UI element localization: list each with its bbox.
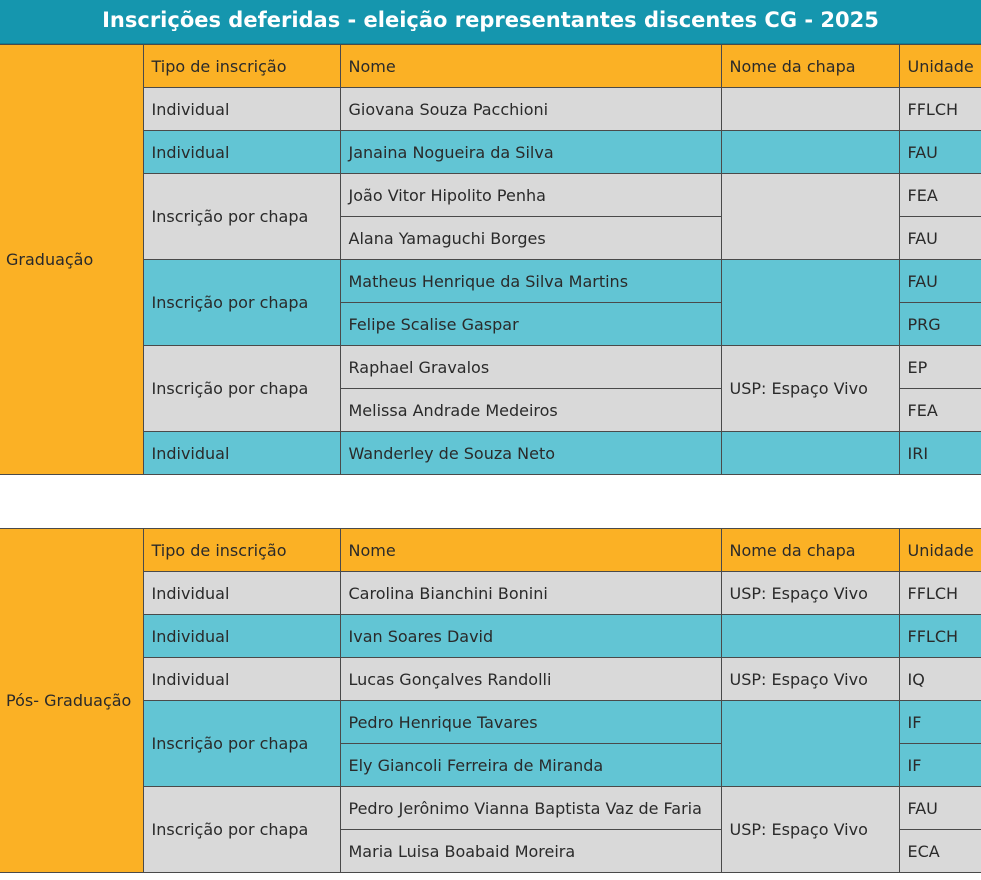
tipo-cell: Inscrição por chapa [142,786,341,873]
table-row: Individual Giovana Souza Pacchioni FFLCH [0,87,981,131]
tipo-cell: Inscrição por chapa [142,173,341,260]
column-header-tipo: Tipo de inscrição [142,44,341,88]
tipo-cell: Inscrição por chapa [142,345,341,432]
unidade-cell: IQ [898,657,981,701]
tipo-cell: Individual [142,431,341,475]
tipo-cell: Individual [142,87,341,131]
chapa-cell [720,614,900,658]
unidade-cell: FEA [898,173,981,217]
unidade-cell: FFLCH [898,614,981,658]
graduacao-table: Graduação Tipo de inscrição Nome Nome da ch… [0,44,981,475]
tipo-cell: Individual [142,571,341,615]
chapa-cell: USP: Espaço Vivo [720,786,900,873]
tipo-cell: Inscrição por chapa [142,700,341,787]
unidade-cell: FFLCH [898,571,981,615]
nome-cell: Raphael Gravalos [339,345,722,389]
unidade-cell: FAU [898,216,981,260]
column-header-unidade: Unidade [898,44,981,88]
table-row: Individual Ivan Soares David FFLCH [0,614,981,658]
chapa-cell [720,87,900,131]
nome-cell: Ivan Soares David [339,614,722,658]
nome-cell: Alana Yamaguchi Borges [339,216,722,260]
nome-cell: Melissa Andrade Medeiros [339,388,722,432]
column-header-nome: Nome [339,528,722,572]
section-spacer [0,484,981,528]
table-row: Individual Carolina Bianchini Bonini USP: … [0,571,981,615]
column-header-chapa: Nome da chapa [720,528,900,572]
pos-graduacao-table: Pós- Graduação Tipo de inscrição Nome Nome … [0,528,981,873]
header-row: Pós- Graduação Tipo de inscrição Nome Nome … [0,528,981,873]
table-row: Inscrição por chapa Pedro Henrique Tavare… [0,700,981,787]
unidade-cell: FFLCH [898,87,981,131]
unidade-cell: ECA [898,829,981,873]
table-row: Maria Luisa Boabaid Moreira ECA [0,829,981,873]
column-header-unidade: Unidade [898,528,981,572]
nome-cell: Pedro Henrique Tavares [339,700,722,744]
tipo-cell: Individual [142,130,341,174]
level-label: Pós- Graduação [0,528,144,873]
chapa-cell: USP: Espaço Vivo [720,657,900,701]
nome-cell: Giovana Souza Pacchioni [339,87,722,131]
nome-cell: Felipe Scalise Gaspar [339,302,722,346]
chapa-cell: USP: Espaço Vivo [720,345,900,432]
table-row: Ely Giancoli Ferreira de Miranda IF [0,743,981,787]
table-row: Individual Janaina Nogueira da Silva FAU [0,130,981,174]
table-row: Individual Wanderley de Souza Neto IRI [0,431,981,475]
unidade-cell: FAU [898,786,981,830]
chapa-cell [720,431,900,475]
nome-cell: Ely Giancoli Ferreira de Miranda [339,743,722,787]
chapa-cell [720,173,900,260]
chapa-cell [720,700,900,787]
nome-cell: Pedro Jerônimo Vianna Baptista Vaz de Fa… [339,786,722,830]
nome-cell: João Vitor Hipolito Penha [339,173,722,217]
unidade-cell: IRI [898,431,981,475]
unidade-cell: FAU [898,259,981,303]
nome-cell: Maria Luisa Boabaid Moreira [339,829,722,873]
chapa-cell [720,130,900,174]
table-row: Inscrição por chapa Matheus Henrique da S… [0,259,981,346]
nome-cell: Lucas Gonçalves Randolli [339,657,722,701]
column-header-tipo: Tipo de inscrição [142,528,341,572]
unidade-cell: IF [898,743,981,787]
page-title: Inscrições deferidas - eleição represent… [0,0,981,44]
header-row: Graduação Tipo de inscrição Nome Nome da ch… [0,44,981,475]
nome-cell: Matheus Henrique da Silva Martins [339,259,722,303]
nome-cell: Janaina Nogueira da Silva [339,130,722,174]
nome-cell: Wanderley de Souza Neto [339,431,722,475]
table-row: Individual Lucas Gonçalves Randolli USP: E… [0,657,981,701]
table-row: Inscrição por chapa João Vitor Hipolito P… [0,173,981,260]
table-row: Inscrição por chapa Pedro Jerônimo Vianna… [0,786,981,873]
table-row: Melissa Andrade Medeiros FEA [0,388,981,432]
chapa-cell: USP: Espaço Vivo [720,571,900,615]
level-label: Graduação [0,44,144,475]
column-header-chapa: Nome da chapa [720,44,900,88]
tipo-cell: Individual [142,614,341,658]
table-row: Inscrição por chapa Raphael Gravalos USP: … [0,345,981,432]
unidade-cell: IF [898,700,981,744]
tipo-cell: Inscrição por chapa [142,259,341,346]
unidade-cell: FEA [898,388,981,432]
chapa-cell [720,259,900,346]
nome-cell: Carolina Bianchini Bonini [339,571,722,615]
unidade-cell: PRG [898,302,981,346]
column-header-nome: Nome [339,44,722,88]
unidade-cell: FAU [898,130,981,174]
unidade-cell: EP [898,345,981,389]
tipo-cell: Individual [142,657,341,701]
